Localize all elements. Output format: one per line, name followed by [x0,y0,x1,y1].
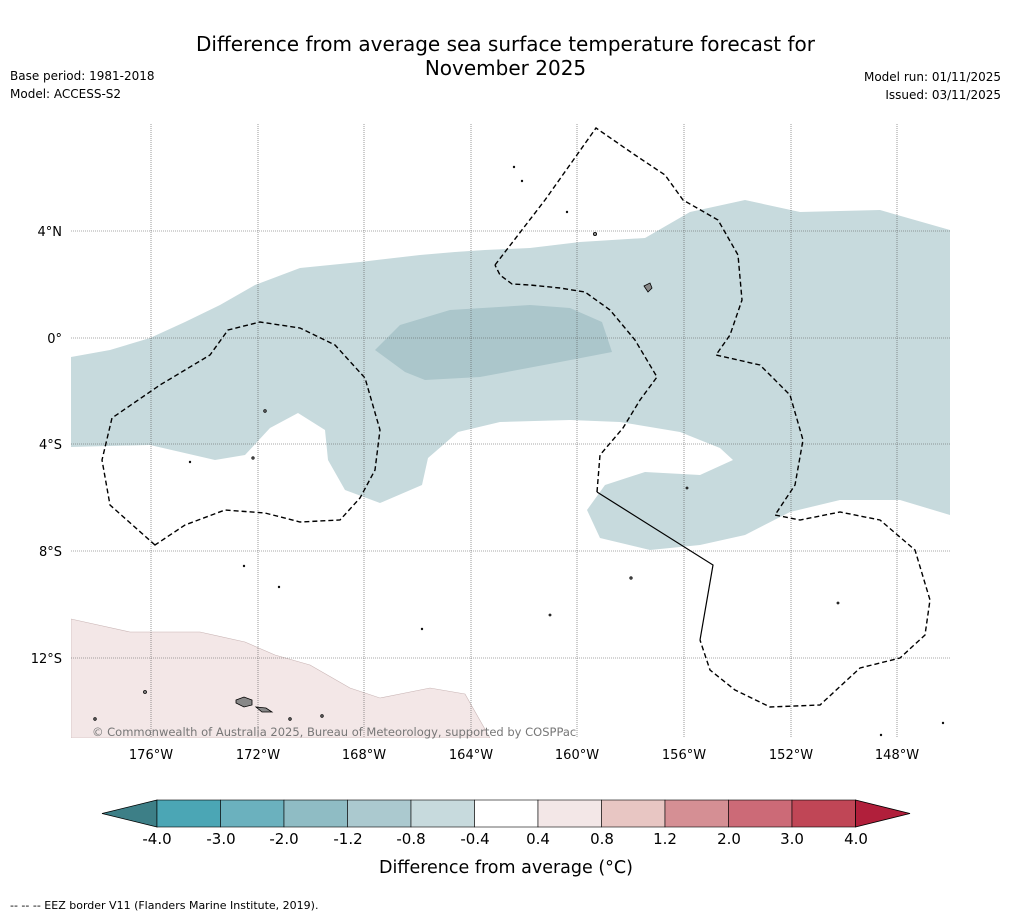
colorbar-tick-label: 2.0 [717,830,741,848]
colorbar-tick-label: -4.0 [142,830,171,848]
colorbar-segment [601,799,666,828]
colorbar-segments [101,799,911,828]
lat-label: 8°S [39,545,62,560]
colorbar-segment [347,799,412,828]
lon-label: 148°W [875,748,919,763]
footer-note: -- -- -- EEZ border V11 (Flanders Marine… [10,899,319,912]
title-line-2: November 2025 [424,56,587,80]
meta-left: Base period: 1981-2018 Model: ACCESS-S2 [10,67,155,103]
lon-label: 176°W [129,748,173,763]
title-line-1: Difference from average sea surface temp… [195,32,815,56]
island-samoa-small [254,706,274,713]
longitude-labels: 176°W 172°W 168°W 164°W 160°W 156°W 152°… [129,748,919,763]
lon-label: 164°W [449,748,493,763]
colorbar-segment [728,799,793,828]
lon-label: 152°W [769,748,813,763]
colorbar-ticks: -4.0 -3.0 -2.0 -1.2 -0.8 -0.4 0.4 0.8 1.… [142,830,868,848]
islands [93,165,945,737]
latitude-labels: 4°N 0° 4°S 8°S 12°S [31,225,62,667]
island-samoa-large [235,696,253,708]
model-name: Model: ACCESS-S2 [10,87,122,101]
colorbar: -4.0 -3.0 -2.0 -1.2 -0.8 -0.4 0.4 0.8 1.… [101,799,911,878]
colorbar-tick-label: 0.8 [590,830,614,848]
copyright-text: © Commonwealth of Australia 2025, Bureau… [92,725,576,739]
issued-date: Issued: 03/11/2025 [885,88,1001,102]
colorbar-tick-label: -0.8 [396,830,425,848]
colorbar-segment [537,799,602,828]
lon-label: 168°W [342,748,386,763]
colorbar-segment [156,799,221,828]
colorbar-tick-label: -1.2 [333,830,362,848]
colorbar-arrow-low [101,799,158,828]
colorbar-tick-label: -2.0 [269,830,298,848]
colorbar-segment [220,799,285,828]
base-period: Base period: 1981-2018 [10,69,155,83]
latitude-gridlines [71,230,950,659]
model-run: Model run: 01/11/2025 [863,70,1001,84]
maritime-boundary [596,491,714,641]
eez-borders [101,127,931,708]
colorbar-segment [664,799,729,828]
lat-label: 4°S [39,438,62,453]
map-area [71,124,950,738]
anomaly-region-mid-blue [375,305,612,380]
colorbar-tick-label: 3.0 [780,830,804,848]
colorbar-tick-label: -0.4 [460,830,489,848]
colorbar-tick-label: -3.0 [206,830,235,848]
lat-label: 12°S [31,652,62,667]
lon-label: 156°W [662,748,706,763]
lon-label: 172°W [236,748,280,763]
lat-label: 0° [47,332,62,347]
colorbar-segment [283,799,348,828]
colorbar-arrow-high [855,799,911,828]
meta-right: Model run: 01/11/2025 Issued: 03/11/2025 [864,68,1001,104]
anomaly-region-light-pink [71,618,491,738]
lat-label: 4°N [38,225,63,240]
colorbar-segment [791,799,856,828]
longitude-gridlines [150,124,898,738]
colorbar-label: Difference from average (°C) [379,858,633,878]
lon-label: 160°W [555,748,599,763]
anomaly-region-light-blue [71,200,950,550]
colorbar-segment [474,799,539,828]
colorbar-tick-label: 1.2 [653,830,677,848]
map-title: Difference from average sea surface temp… [0,32,1011,80]
island-kiritimati [643,282,653,293]
colorbar-tick-label: 0.4 [526,830,550,848]
colorbar-segment [410,799,475,828]
colorbar-tick-label: 4.0 [844,830,868,848]
